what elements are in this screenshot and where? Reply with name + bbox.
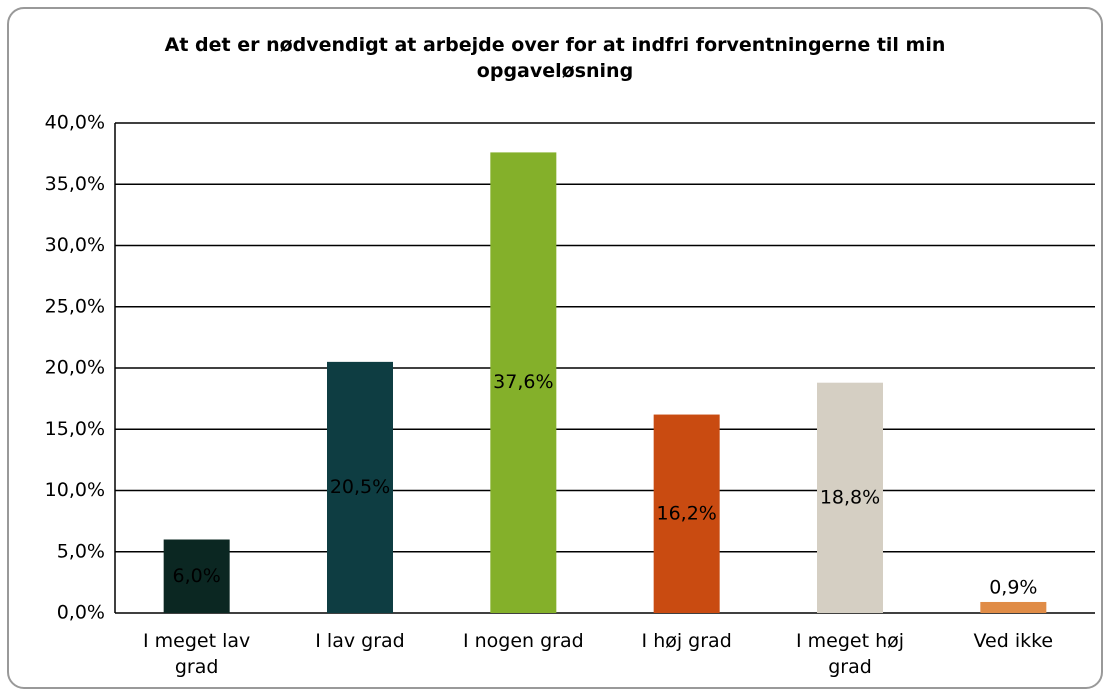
y-tick-label: 20,0% (45, 357, 105, 379)
x-tick-label: I lav grad (315, 630, 405, 652)
data-label: 20,5% (330, 476, 390, 498)
bar (980, 601, 1047, 613)
x-tick-label: I nogen grad (462, 630, 584, 652)
bar (163, 539, 230, 613)
x-tick-label: I høj grad (641, 630, 732, 652)
x-tick-label: I meget lav grad (143, 630, 251, 678)
bar (817, 382, 883, 613)
bar (327, 361, 393, 613)
y-tick-label: 5,0% (57, 540, 105, 562)
y-tick-label: 0,0% (57, 602, 105, 624)
y-tick-label: 10,0% (45, 479, 105, 501)
bar (653, 414, 720, 613)
y-tick-label: 30,0% (45, 234, 105, 256)
y-tick-label: 25,0% (45, 295, 105, 317)
x-tick-label: Ved ikke (973, 630, 1054, 652)
data-label: 16,2% (656, 502, 716, 524)
bar (490, 152, 557, 613)
chart-title: At det er nødvendigt at arbejde over for… (164, 34, 946, 82)
data-label: 18,8% (820, 486, 880, 508)
data-label: 37,6% (493, 371, 553, 393)
data-label: 0,9% (989, 576, 1037, 598)
y-tick-label: 35,0% (45, 173, 105, 195)
y-tick-label: 40,0% (45, 112, 105, 134)
y-tick-label: 15,0% (45, 418, 105, 440)
data-label: 6,0% (173, 565, 221, 587)
x-tick-label: I meget høj grad (795, 630, 905, 678)
